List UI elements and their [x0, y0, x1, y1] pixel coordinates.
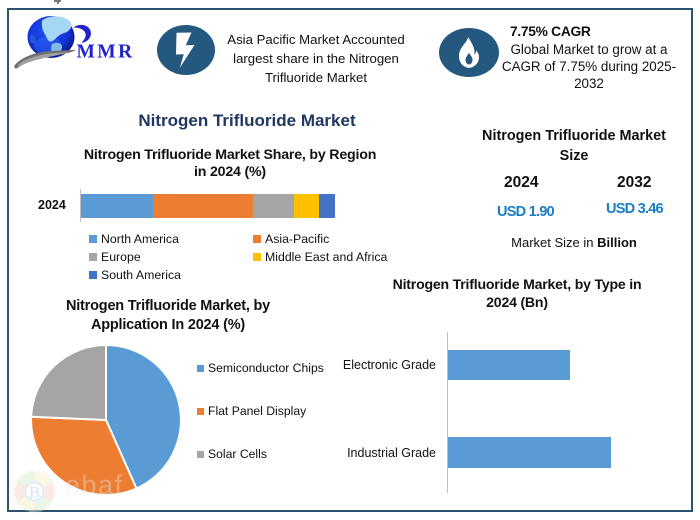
svg-text:MMR: MMR — [77, 42, 135, 63]
svg-text:B: B — [29, 483, 40, 502]
